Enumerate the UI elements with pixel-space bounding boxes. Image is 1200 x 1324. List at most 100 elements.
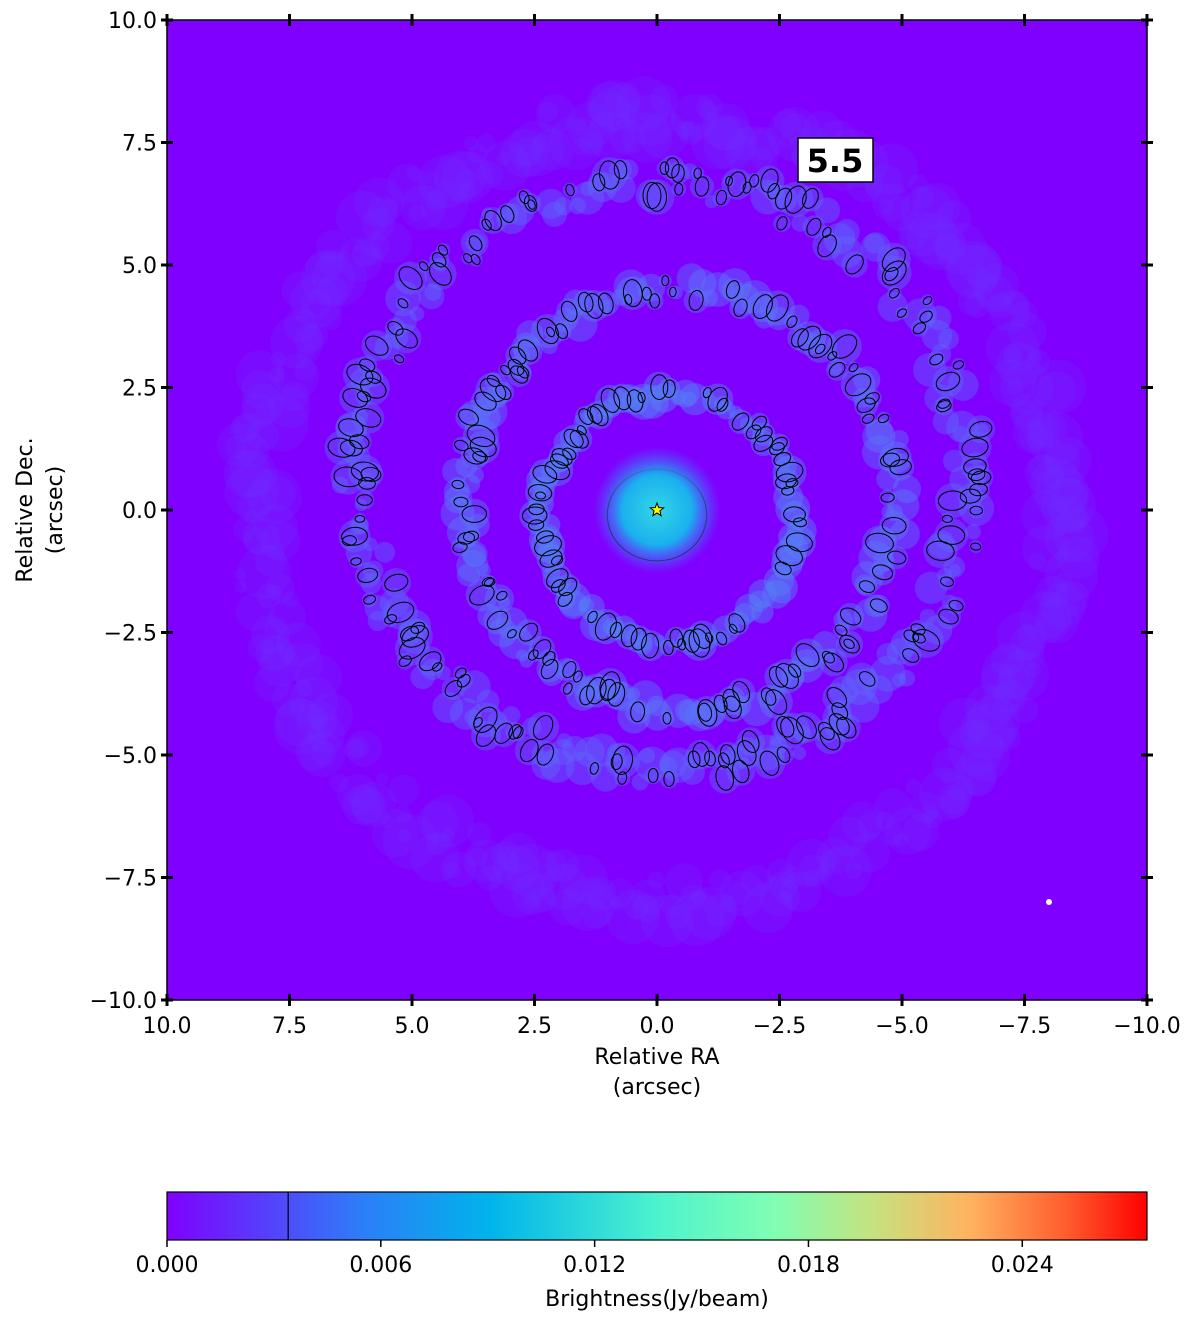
contour-inner	[785, 478, 799, 488]
contour-inner	[775, 545, 803, 567]
contour-outer	[935, 371, 961, 392]
y-tick-label: −2.5	[104, 622, 157, 647]
contour-outer	[363, 594, 377, 605]
contour-outer	[356, 390, 372, 403]
ring-halo-blob	[301, 322, 329, 350]
y-tick-label: −5.0	[104, 744, 157, 769]
contour-outer	[359, 377, 387, 399]
ring-halo-blob	[260, 521, 301, 561]
ring-inner-blob	[528, 523, 563, 557]
contour-middle	[880, 492, 895, 503]
ring-halo-blob	[354, 177, 405, 227]
contour-inner	[569, 429, 589, 449]
contour-outer	[642, 181, 662, 210]
contour-middle	[787, 663, 802, 678]
ring-halo-blob	[1025, 420, 1056, 451]
ring-halo-blob	[364, 234, 390, 259]
ring-inner-blob	[519, 500, 551, 531]
contour-outer	[970, 542, 982, 551]
contour-outer	[456, 674, 471, 688]
ring-halo-blob	[441, 828, 455, 842]
contour-outer	[384, 573, 409, 592]
contour-middle	[790, 328, 809, 348]
ring-outer-blob	[634, 746, 670, 782]
contour-outer	[565, 183, 575, 197]
ring-middle-blob	[889, 518, 920, 550]
contour-outer	[610, 753, 623, 771]
ring-halo-blob	[247, 469, 302, 524]
ring-middle-blob	[890, 430, 909, 449]
contour-outer	[903, 629, 920, 643]
star-marker	[648, 501, 666, 517]
contour-middle	[469, 436, 497, 458]
contour-outer	[692, 742, 710, 767]
ring-inner-blob	[594, 384, 627, 416]
ring-middle-blob	[787, 325, 813, 351]
ring-halo-blob	[308, 693, 354, 739]
contour-outer	[969, 420, 993, 438]
ring-middle-blob	[471, 386, 500, 416]
x-tick-label: −7.5	[998, 1014, 1051, 1039]
contour-outer	[736, 740, 757, 766]
ring-middle-blob	[862, 435, 897, 470]
ring-halo-blob	[329, 773, 349, 793]
ring-middle-blob	[826, 349, 839, 363]
ring-halo-blob	[940, 770, 955, 785]
contour-outer	[400, 625, 420, 642]
contour-middle	[723, 695, 742, 720]
contour-middle	[697, 702, 713, 722]
contour-outer	[767, 183, 780, 200]
ring-halo-blob	[816, 837, 854, 875]
ring-halo-blob	[480, 140, 531, 191]
ring-outer-blob	[877, 291, 908, 322]
ring-outer-blob	[639, 747, 655, 764]
ring-halo-blob	[296, 699, 338, 741]
ring-outer-blob	[367, 610, 388, 632]
ring-middle-blob	[858, 540, 893, 576]
ring-middle-blob	[658, 274, 672, 288]
x-tick-label: −10.0	[1113, 1014, 1180, 1039]
colorbar-tick-label: 0.024	[991, 1253, 1054, 1278]
ring-halo-blob	[353, 240, 367, 253]
ring-outer-blob	[514, 736, 544, 766]
ring-halo-blob	[747, 126, 782, 161]
ring-outer-blob	[335, 413, 368, 445]
ring-halo-blob	[934, 222, 987, 275]
ring-inner-blob	[763, 566, 794, 596]
ring-outer-blob	[942, 449, 966, 472]
ring-halo-blob	[1028, 454, 1055, 481]
ring-halo-blob	[394, 805, 412, 823]
ring-outer-blob	[441, 676, 466, 701]
ring-halo-blob	[611, 898, 625, 911]
ring-halo-blob	[297, 342, 316, 361]
ring-halo-blob	[421, 794, 475, 848]
ring-halo-blob	[283, 643, 323, 683]
ring-outer-blob	[345, 539, 373, 567]
ring-outer-blob	[384, 317, 406, 339]
ring-halo-blob	[408, 203, 427, 222]
ring-halo-blob	[235, 434, 270, 469]
contour-outer	[395, 328, 418, 349]
contour-outer	[401, 625, 429, 648]
ring-outer-blob	[381, 568, 411, 598]
ring-inner-blob	[780, 500, 809, 528]
ring-halo-blob	[773, 109, 802, 137]
contour-middle	[483, 577, 496, 588]
ring-halo-blob	[799, 853, 829, 883]
ring-halo-blob	[766, 858, 795, 887]
contour-middle	[453, 496, 469, 508]
contour-middle	[458, 408, 479, 426]
contour-middle	[869, 598, 888, 613]
ring-halo-blob	[336, 190, 388, 243]
ring-middle-blob	[472, 394, 508, 429]
ring-halo-blob	[981, 645, 1037, 701]
contour-inner	[550, 555, 564, 566]
ring-outer-blob	[910, 319, 928, 337]
contour-outer	[359, 358, 376, 372]
ring-halo-blob	[680, 884, 707, 911]
ring-middle-blob	[455, 455, 478, 478]
ring-halo-blob	[921, 804, 939, 822]
contour-middle	[562, 682, 573, 695]
ring-outer-blob	[467, 702, 504, 738]
contour-outer	[912, 632, 926, 644]
